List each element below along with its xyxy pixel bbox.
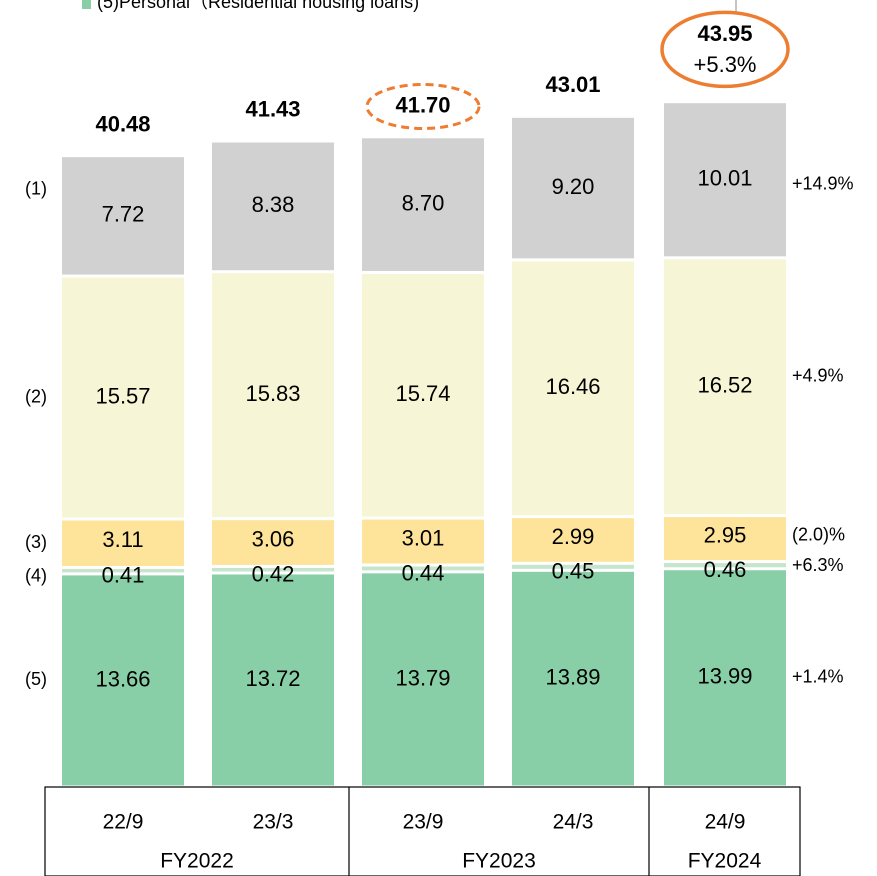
bar-segment (664, 517, 786, 561)
segment-label: 3.01 (402, 525, 445, 550)
bar-segment (62, 157, 184, 275)
bar-segment (62, 520, 184, 567)
bar-segment (212, 567, 334, 572)
group-label: FY2024 (688, 850, 762, 873)
total-change-label: +5.3% (694, 52, 757, 77)
change-label: (2.0)% (792, 524, 845, 544)
segment-label: 15.83 (245, 381, 300, 406)
bar-segment (362, 138, 484, 272)
group-label: FY2022 (160, 850, 234, 873)
segment-label: 2.99 (552, 524, 595, 549)
change-label: +6.3% (792, 555, 844, 575)
row-label: (2) (25, 386, 47, 406)
x-tick-label: 24/3 (553, 811, 594, 834)
x-tick-label: 22/9 (103, 811, 144, 834)
bar-segment (362, 519, 484, 564)
segment-label: 3.11 (102, 527, 143, 552)
bar-segment (512, 518, 634, 562)
legend-swatch (82, 0, 91, 9)
change-label: +4.9% (792, 365, 844, 385)
segment-label: 2.95 (704, 522, 747, 547)
change-label: +14.9% (792, 174, 854, 194)
total-label: 41.70 (395, 92, 450, 117)
segment-label: 8.70 (402, 190, 445, 215)
legend-label: (5)Personal（Residential housing loans) (97, 0, 419, 12)
segment-label: 9.20 (552, 174, 595, 199)
bar-segment (212, 142, 334, 271)
segment-label: 13.66 (95, 666, 150, 691)
bar-segment (362, 274, 484, 517)
segment-label: 10.01 (697, 166, 752, 191)
group-label: FY2023 (462, 850, 536, 873)
bar-segment (512, 564, 634, 569)
segment-label: 0.44 (402, 560, 445, 585)
segment-label: 13.89 (545, 664, 600, 689)
bar-segment (212, 574, 334, 786)
bar-segment (212, 520, 334, 565)
bar-segment (62, 575, 184, 786)
bar-segment (362, 573, 484, 786)
total-label: 41.43 (245, 97, 300, 122)
bar-segment (62, 277, 184, 518)
bar-segment (362, 566, 484, 571)
segment-label: 8.38 (252, 192, 295, 217)
bar-segment (212, 273, 334, 518)
segment-label: 13.99 (697, 664, 752, 689)
row-label: (1) (25, 179, 47, 199)
total-label: 43.95 (697, 21, 752, 46)
bar-segment (664, 563, 786, 568)
segment-label: 7.72 (102, 202, 145, 227)
segment-label: 15.57 (95, 383, 150, 408)
row-label: (5) (25, 669, 47, 689)
segment-label: 3.06 (252, 526, 295, 551)
x-tick-label: 23/9 (403, 811, 444, 834)
segment-label: 16.46 (545, 374, 600, 399)
segment-label: 13.79 (395, 665, 450, 690)
segment-label: 0.42 (252, 562, 295, 587)
bar-segment (512, 571, 634, 786)
segment-label: 16.52 (697, 373, 752, 398)
highlight (660, 10, 790, 89)
bar-segment (664, 570, 786, 786)
category-table (44, 786, 801, 876)
total-label: 40.48 (95, 111, 150, 136)
segment-label: 15.74 (395, 381, 450, 406)
segment-label: 13.72 (245, 666, 300, 691)
bar-segment (664, 103, 786, 257)
segment-label: 0.41 (102, 563, 145, 588)
bar-segment (512, 117, 634, 259)
x-tick-label: 24/9 (705, 811, 746, 834)
bar-segment (62, 569, 184, 573)
segment-label: 0.45 (552, 559, 595, 584)
row-label: (3) (25, 532, 47, 552)
segment-label: 0.46 (704, 557, 747, 582)
x-tick-label: 23/3 (253, 811, 294, 834)
total-label: 43.01 (545, 72, 600, 97)
bar-segment (512, 261, 634, 516)
change-label: +1.4% (792, 667, 844, 687)
row-label: (4) (25, 565, 47, 585)
bar-segment (664, 259, 786, 515)
